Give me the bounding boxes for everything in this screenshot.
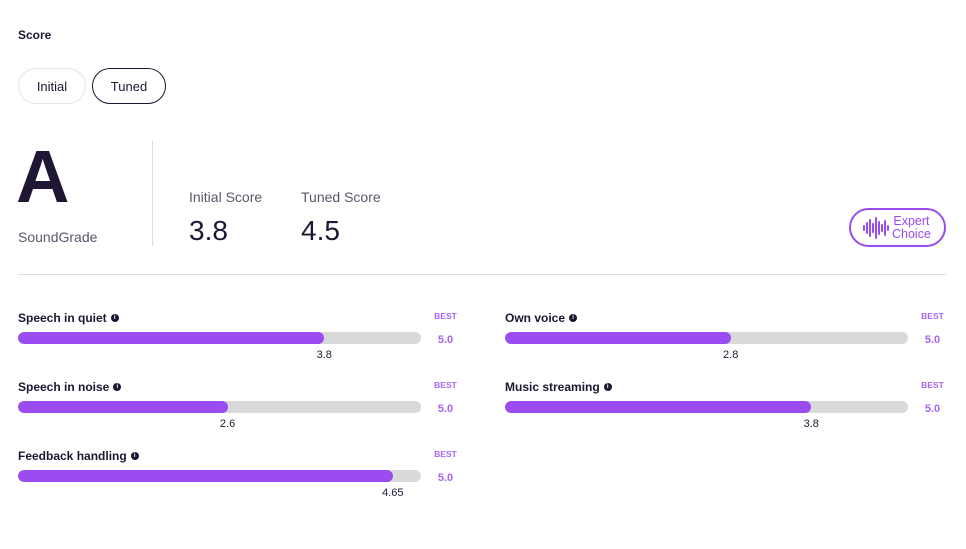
max-value: 5.0 xyxy=(437,334,454,346)
metric-own-voice: Own voice i BEST 5.0 2.8 xyxy=(505,311,945,373)
badge-line-2: Choice xyxy=(892,226,931,241)
tuned-score-value: 4.5 xyxy=(301,215,340,246)
best-label: BEST xyxy=(434,449,457,459)
metric-label: Feedback handling xyxy=(18,449,127,463)
initial-toggle-button[interactable]: Initial xyxy=(18,68,86,104)
metric-music-streaming: Music streaming i BEST 5.0 3.8 xyxy=(505,380,945,442)
progress-track xyxy=(505,332,908,344)
progress-fill xyxy=(18,401,228,413)
horizontal-divider xyxy=(18,274,946,275)
tuned-score-label: Tuned Score xyxy=(301,189,381,205)
badge-line-1: Expert xyxy=(893,213,930,228)
metric-label: Music streaming xyxy=(505,380,600,394)
tuned-toggle-button[interactable]: Tuned xyxy=(92,68,166,104)
grade-letter: A xyxy=(16,135,69,218)
max-value: 5.0 xyxy=(924,403,941,415)
initial-score-label: Initial Score xyxy=(189,189,263,205)
metric-label: Own voice xyxy=(505,311,566,325)
metric-speech-in-noise: Speech in noise i BEST 5.0 2.6 xyxy=(18,380,458,442)
info-icon[interactable]: i xyxy=(110,314,119,322)
metric-feedback-handling: Feedback handling i BEST 5.0 4.65 xyxy=(18,449,458,511)
best-label: BEST xyxy=(434,380,457,390)
max-value: 5.0 xyxy=(924,334,941,346)
score-value-label: 4.65 xyxy=(382,487,404,499)
max-value: 5.0 xyxy=(437,472,454,484)
progress-fill xyxy=(505,332,731,344)
progress-track xyxy=(505,401,908,413)
progress-track xyxy=(18,470,421,482)
score-value-label: 2.6 xyxy=(219,418,236,430)
max-value: 5.0 xyxy=(437,403,454,415)
progress-fill xyxy=(505,401,812,413)
info-icon[interactable]: i xyxy=(130,452,139,460)
expert-choice-badge: Expert Choice xyxy=(849,208,946,247)
best-label: BEST xyxy=(921,311,944,321)
metric-label: Speech in quiet xyxy=(18,311,107,325)
score-value-label: 3.8 xyxy=(803,418,819,430)
soundwave-icon xyxy=(863,216,889,239)
metric-speech-in-quiet: Speech in quiet i BEST 5.0 3.8 xyxy=(18,311,458,373)
section-label: Score xyxy=(18,28,52,42)
initial-score-value: 3.8 xyxy=(189,215,228,246)
best-label: BEST xyxy=(434,311,457,321)
progress-track xyxy=(18,401,421,413)
info-icon[interactable]: i xyxy=(569,314,578,322)
info-icon[interactable]: i xyxy=(603,383,612,391)
info-icon[interactable]: i xyxy=(113,383,122,391)
best-label: BEST xyxy=(921,380,944,390)
metric-label: Speech in noise xyxy=(18,380,110,394)
score-value-label: 2.8 xyxy=(723,349,739,361)
progress-track xyxy=(18,332,421,344)
grade-name: SoundGrade xyxy=(18,229,98,245)
progress-fill xyxy=(18,470,393,482)
progress-fill xyxy=(18,332,325,344)
vertical-divider xyxy=(152,141,153,246)
score-value-label: 3.8 xyxy=(316,349,332,361)
